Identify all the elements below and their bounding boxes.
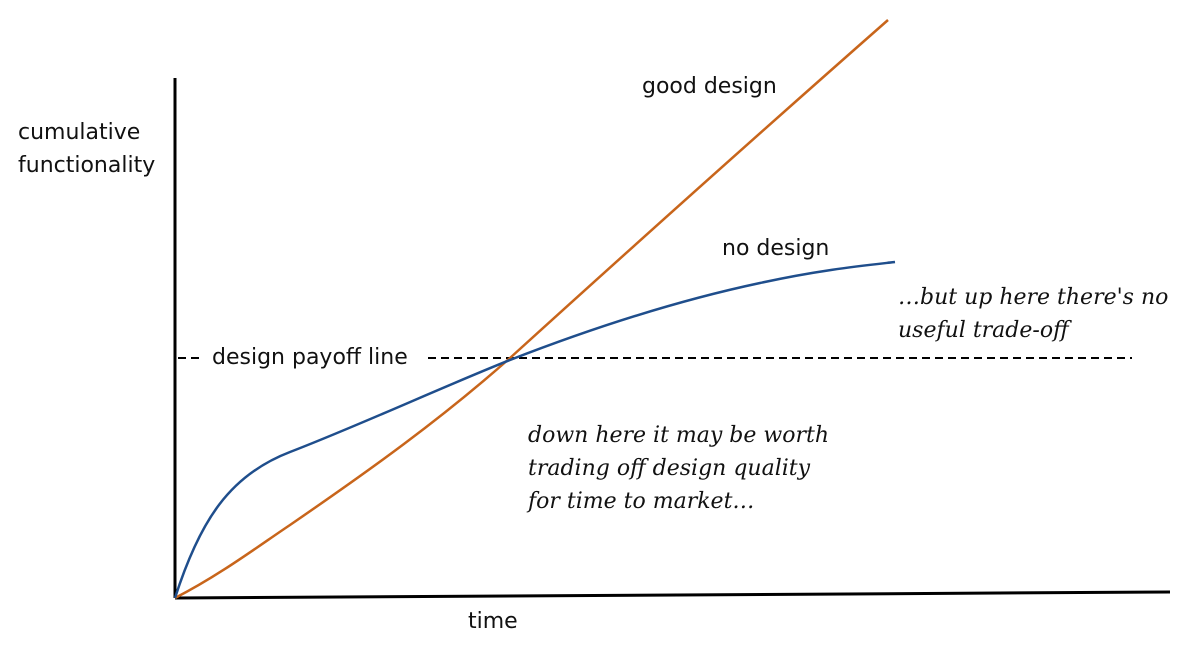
curve-label: good design (642, 74, 777, 99)
no-design-curve (173, 260, 896, 599)
annotation: trading off design quality (528, 456, 811, 481)
x-axis (174, 590, 1171, 600)
y-axis-label: functionality (18, 153, 155, 178)
y-axis-label: cumulative (18, 120, 140, 145)
annotation: …but up here there's no (898, 285, 1168, 310)
x-axis-label: time (468, 609, 518, 634)
good-design-curve (174, 19, 889, 600)
curve-label: no design (722, 236, 829, 261)
annotation: for time to market… (526, 489, 754, 514)
payoff-label: design payoff line (212, 345, 408, 370)
annotation: down here it may be worth (528, 423, 829, 448)
annotation: useful trade-off (898, 318, 1072, 343)
